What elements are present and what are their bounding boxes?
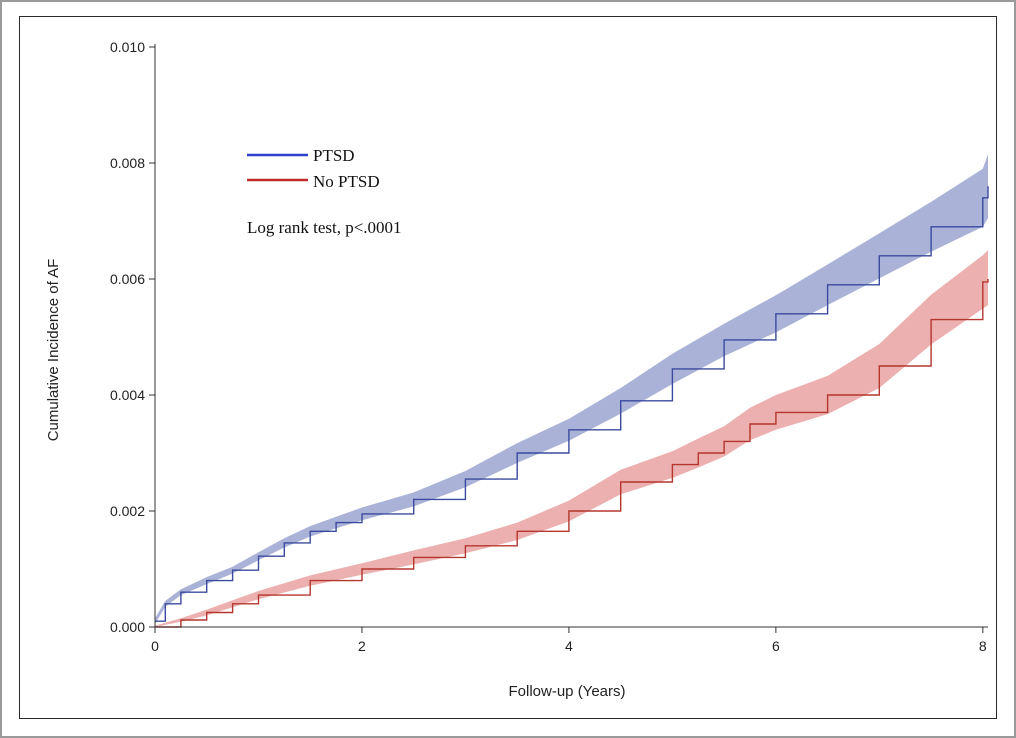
x-tick-label: 0 xyxy=(151,638,159,654)
x-tick-label: 6 xyxy=(772,638,780,654)
series-lines xyxy=(155,186,989,628)
x-tick-label: 8 xyxy=(979,638,987,654)
tick-labels: 0.000 0.002 0.004 0.006 0.008 0.010 0 2 4 6 8 xyxy=(110,39,987,654)
series-line-no-ptsd xyxy=(155,279,989,628)
series-line-ptsd xyxy=(155,186,989,622)
x-tick-label: 2 xyxy=(358,638,366,654)
legend-label-ptsd: PTSD xyxy=(313,146,355,165)
axes xyxy=(149,44,988,633)
figure-inner-frame xyxy=(19,16,997,719)
log-rank-annotation: Log rank test, p<.0001 xyxy=(247,218,402,237)
legend-label-no-ptsd: No PTSD xyxy=(313,172,380,191)
legend: PTSD No PTSD xyxy=(247,146,380,191)
x-tick-label: 4 xyxy=(565,638,573,654)
y-tick-label: 0.006 xyxy=(110,271,145,287)
y-axis-label: Cumulative Incidence of AF xyxy=(45,259,62,442)
y-tick-label: 0.002 xyxy=(110,503,145,519)
y-tick-label: 0.000 xyxy=(110,619,145,635)
y-tick-label: 0.004 xyxy=(110,387,145,403)
y-tick-label: 0.010 xyxy=(110,39,145,55)
x-axis-label: Follow-up (Years) xyxy=(509,683,626,700)
y-tick-label: 0.008 xyxy=(110,155,145,171)
